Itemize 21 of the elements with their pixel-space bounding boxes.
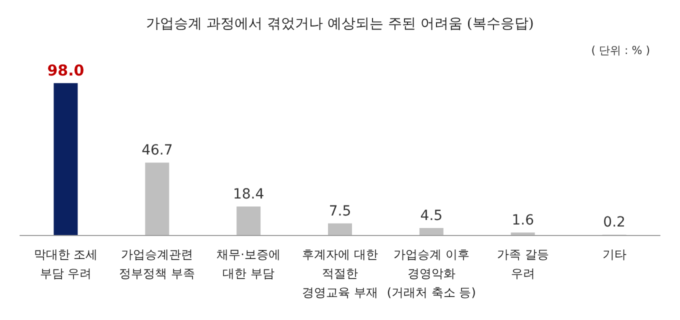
bar <box>145 162 170 235</box>
data-label: 4.5 <box>420 208 443 224</box>
data-label: 18.4 <box>232 186 264 202</box>
x-tick-label: 기타 <box>602 248 626 262</box>
data-label: 0.2 <box>603 214 626 231</box>
x-tick-label: 후계자에 대한 적절한 경영교육 부재 <box>302 248 378 300</box>
bar <box>328 223 352 235</box>
x-tick-label: 가족 갈등 우려 <box>496 248 549 280</box>
data-label: 46.7 <box>142 142 173 159</box>
x-tick-label: 막대한 조세 부담 우려 <box>34 248 98 280</box>
data-label: 1.6 <box>512 212 534 229</box>
data-label: 98.0 <box>47 62 84 80</box>
x-tick-label: 가업승계 이후 경영악화 (거래처 축소 등) <box>386 248 476 300</box>
x-tick-label: 채무·보증에 대한 부담 <box>216 248 280 280</box>
x-tick-label: 가업승계관련 정부정책 부족 <box>119 248 196 280</box>
bar <box>419 228 444 235</box>
text: ( 단위 : % ) <box>591 44 650 57</box>
bar <box>54 83 78 235</box>
data-label: 7.5 <box>328 203 352 220</box>
bar <box>236 206 261 235</box>
chart-title: 가업승계 과정에서 겪었거나 예상되는 주된 어려움 (복수응답) <box>146 16 534 32</box>
